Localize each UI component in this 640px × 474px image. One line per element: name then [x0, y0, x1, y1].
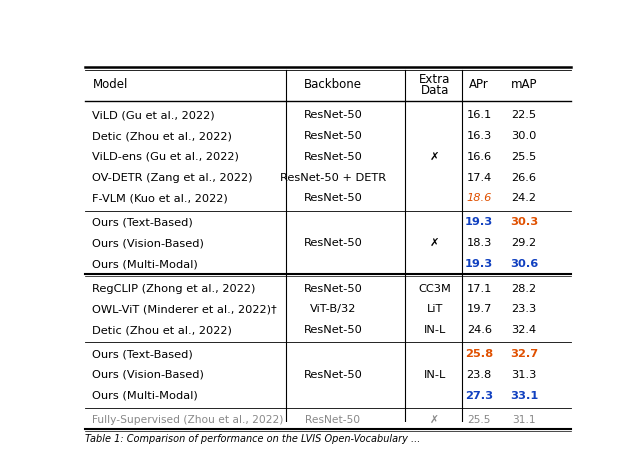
Text: Backbone: Backbone	[304, 78, 362, 91]
Text: ✗: ✗	[430, 152, 440, 162]
Text: 33.1: 33.1	[510, 391, 538, 401]
Text: Ours (Text-Based): Ours (Text-Based)	[92, 218, 193, 228]
Text: Ours (Text-Based): Ours (Text-Based)	[92, 349, 193, 359]
Text: 25.5: 25.5	[468, 415, 491, 425]
Text: ViLD-ens (Gu et al., 2022): ViLD-ens (Gu et al., 2022)	[92, 152, 239, 162]
Text: ResNet-50: ResNet-50	[303, 131, 362, 141]
Text: 30.3: 30.3	[510, 218, 538, 228]
Text: ✗: ✗	[430, 238, 440, 248]
Text: 28.2: 28.2	[511, 283, 536, 293]
Text: 22.5: 22.5	[511, 110, 536, 120]
Text: 24.6: 24.6	[467, 325, 492, 335]
Text: 17.1: 17.1	[467, 283, 492, 293]
Text: Ours (Vision-Based): Ours (Vision-Based)	[92, 370, 204, 380]
Text: RegCLIP (Zhong et al., 2022): RegCLIP (Zhong et al., 2022)	[92, 283, 256, 293]
Text: 18.3: 18.3	[467, 238, 492, 248]
Text: 24.2: 24.2	[511, 193, 536, 203]
Text: 31.3: 31.3	[511, 370, 536, 380]
Text: OV-DETR (Zang et al., 2022): OV-DETR (Zang et al., 2022)	[92, 173, 253, 182]
Text: ResNet-50: ResNet-50	[303, 110, 362, 120]
Text: Detic (Zhou et al., 2022): Detic (Zhou et al., 2022)	[92, 325, 232, 335]
Text: OWL-ViT (Minderer et al., 2022)†: OWL-ViT (Minderer et al., 2022)†	[92, 304, 277, 314]
Text: 23.3: 23.3	[511, 304, 536, 314]
Text: ResNet-50: ResNet-50	[303, 238, 362, 248]
Text: ResNet-50: ResNet-50	[303, 370, 362, 380]
Text: 23.8: 23.8	[467, 370, 492, 380]
Text: ResNet-50 + DETR: ResNet-50 + DETR	[280, 173, 386, 182]
Text: ResNet-50: ResNet-50	[303, 325, 362, 335]
Text: 30.6: 30.6	[510, 259, 538, 269]
Text: ViLD (Gu et al., 2022): ViLD (Gu et al., 2022)	[92, 110, 215, 120]
Text: 30.0: 30.0	[511, 131, 536, 141]
Text: ResNet-50: ResNet-50	[303, 193, 362, 203]
Text: 19.3: 19.3	[465, 259, 493, 269]
Text: 19.7: 19.7	[467, 304, 492, 314]
Text: 25.5: 25.5	[511, 152, 536, 162]
Text: 29.2: 29.2	[511, 238, 536, 248]
Text: LiT: LiT	[426, 304, 443, 314]
Text: Extra: Extra	[419, 73, 451, 86]
Text: Ours (Vision-Based): Ours (Vision-Based)	[92, 238, 204, 248]
Text: Detic (Zhou et al., 2022): Detic (Zhou et al., 2022)	[92, 131, 232, 141]
Text: 25.8: 25.8	[465, 349, 493, 359]
Text: IN-L: IN-L	[424, 370, 446, 380]
Text: ViT-B/32: ViT-B/32	[310, 304, 356, 314]
Text: 19.3: 19.3	[465, 218, 493, 228]
Text: Data: Data	[420, 84, 449, 97]
Text: 17.4: 17.4	[467, 173, 492, 182]
Text: mAP: mAP	[511, 78, 537, 91]
Text: ✗: ✗	[430, 415, 439, 425]
Text: 16.1: 16.1	[467, 110, 492, 120]
Text: Ours (Multi-Modal): Ours (Multi-Modal)	[92, 391, 198, 401]
Text: 32.4: 32.4	[511, 325, 536, 335]
Text: CC3M: CC3M	[418, 283, 451, 293]
Text: IN-L: IN-L	[424, 325, 446, 335]
Text: Model: Model	[92, 78, 128, 91]
Text: ResNet-50: ResNet-50	[305, 415, 360, 425]
Text: 31.1: 31.1	[512, 415, 536, 425]
Text: APr: APr	[469, 78, 489, 91]
Text: 32.7: 32.7	[510, 349, 538, 359]
Text: F-VLM (Kuo et al., 2022): F-VLM (Kuo et al., 2022)	[92, 193, 228, 203]
Text: 16.6: 16.6	[467, 152, 492, 162]
Text: 16.3: 16.3	[467, 131, 492, 141]
Text: ResNet-50: ResNet-50	[303, 283, 362, 293]
Text: Ours (Multi-Modal): Ours (Multi-Modal)	[92, 259, 198, 269]
Text: 27.3: 27.3	[465, 391, 493, 401]
Text: ResNet-50: ResNet-50	[303, 152, 362, 162]
Text: 18.6: 18.6	[467, 193, 492, 203]
Text: 26.6: 26.6	[511, 173, 536, 182]
Text: Table 1: Comparison of performance on the LVIS Open-Vocabulary ...: Table 1: Comparison of performance on th…	[85, 434, 420, 444]
Text: Fully-Supervised (Zhou et al., 2022): Fully-Supervised (Zhou et al., 2022)	[92, 415, 284, 425]
